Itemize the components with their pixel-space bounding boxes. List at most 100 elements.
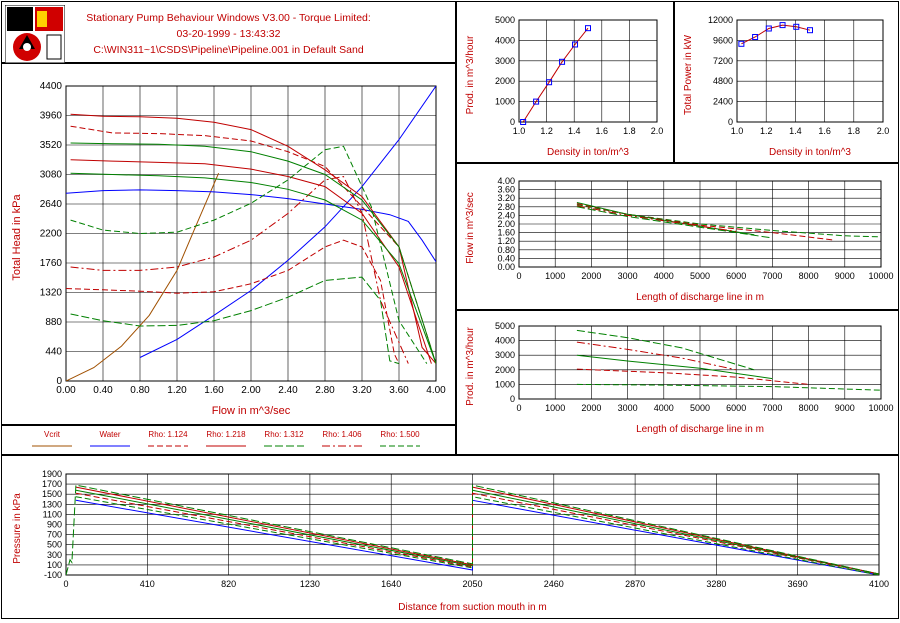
header-panel: Stationary Pump Behaviour Windows V3.00 … [1,1,456,64]
series-line [66,189,436,262]
series-line [70,113,436,364]
series-line [70,145,428,364]
x-tick-label: 5000 [690,271,710,281]
legend-label: Rho: 1.406 [322,430,362,439]
x-tick-label: 2.0 [877,126,890,136]
plot-frame [736,19,884,123]
y-tick-label: 5000 [495,15,515,25]
x-tick-label: 3690 [788,579,808,589]
x-tick-label: 9000 [835,271,855,281]
y-tick-label: 300 [47,550,62,560]
y-tick-label: 0 [510,394,515,404]
data-point [779,22,786,29]
x-tick-label: 410 [140,579,155,589]
x-axis-label: Density in ton/m^3 [547,147,629,158]
prod-density-chart: 1.0 1.2 1.4 1.6 1.8 2.0 0 1000 2000 3000 4000 5000 D… [465,15,664,158]
y-tick-label: 7200 [713,56,733,66]
legend-panel: Vcrit Water Rho: 1.124 Rho: 1.218 Rho: 1.312… [1,425,456,455]
flow-length-chart: 0 1000 2000 3000 4000 5000 6000 7000 8000 9000 100… [465,176,894,303]
x-tick-label: 10000 [868,271,893,281]
y-axis-label: Total Power in kW [683,34,694,115]
x-axis-label: Length of discharge line in m [636,424,764,435]
x-tick-label: 2.0 [651,126,664,136]
series-line [75,489,879,575]
x-tick-label: 1.8 [623,126,636,136]
y-axis-label: Prod. in m^3/hour [465,35,476,114]
series-line [70,159,432,364]
x-tick-label: 3000 [618,271,638,281]
y-tick-label: 1760 [40,258,63,269]
legend: Vcrit Water Rho: 1.124 Rho: 1.218 Rho: 1.312… [32,430,420,447]
y-tick-label: 100 [47,560,62,570]
x-tick-label: 8000 [799,403,819,413]
x-tick-label: 3280 [706,579,726,589]
plot-frame [518,19,658,123]
data-point [546,79,553,86]
y-tick-label: 500 [47,540,62,550]
x-tick-label: 1000 [545,271,565,281]
y-tick-label: 4000 [495,35,515,45]
header-title: Stationary Pump Behaviour Windows V3.00 … [86,12,371,24]
data-point [765,25,772,32]
x-tick-label: 3.20 [352,385,372,396]
x-tick-label: 2000 [581,403,601,413]
x-axis-label: Distance from suction mouth in m [398,602,546,613]
data-point [752,34,759,40]
y-tick-label: -100 [44,570,62,580]
flow-length-panel: 0 1000 2000 3000 4000 5000 6000 7000 8000 9000 100… [456,163,899,310]
series-line [70,175,409,364]
series-line [576,204,881,238]
y-tick-label: 0.80 [497,245,515,255]
x-tick-label: 10000 [868,403,893,413]
y-tick-label: 3.60 [497,185,515,195]
y-tick-label: 1.60 [497,228,515,238]
x-tick-label: 2.00 [241,385,261,396]
y-tick-label: 1500 [42,489,62,499]
y-tick-label: 1700 [42,479,62,489]
plot-frame [518,180,882,268]
series-line [576,368,809,385]
series-line [66,484,879,575]
x-tick-label: 2870 [625,579,645,589]
y-tick-label: 1100 [43,509,62,519]
power-density-panel: 1.0 1.2 1.4 1.6 1.8 2.0 0 2400 4800 7200 9600 12000… [674,1,899,163]
y-tick-label: 2000 [495,365,515,375]
x-tick-label: 820 [221,579,236,589]
x-axis-label: Length of discharge line in m [636,292,764,303]
x-tick-label: 2050 [462,579,482,589]
x-tick-label: 1.2 [760,126,773,136]
y-tick-label: 3080 [40,170,63,181]
data-point [738,40,745,47]
y-tick-label: 12000 [708,15,733,25]
y-axis-label: Pressure in kPa [12,493,23,564]
x-tick-label: 1.20 [167,385,187,396]
x-tick-label: 0 [63,579,68,589]
x-tick-label: 1.4 [789,126,802,136]
plot-frame [518,325,882,400]
y-tick-label: 3960 [40,111,63,122]
y-tick-label: 3520 [40,140,63,151]
pressure-panel: 0 410 820 1230 1640 2050 2460 2870 3280 3690 4100 -… [1,455,899,619]
x-tick-label: 1.0 [731,126,744,136]
y-tick-label: 1000 [495,379,515,389]
data-point [585,25,591,32]
series-line [75,486,879,575]
x-tick-label: 7000 [762,271,782,281]
y-axis-label: Flow in m^3/sec [465,192,476,263]
x-tick-label: 2460 [544,579,564,589]
y-axis-label: Prod. in m^3/hour [465,327,476,406]
data-point [807,27,813,34]
series-line [576,383,881,391]
y-tick-label: 700 [47,530,62,540]
y-tick-label: 3.20 [497,193,515,203]
y-tick-label: 0.00 [497,262,515,272]
pressure-distance-chart: 0 410 820 1230 1640 2050 2460 2870 3280 3690 4100 -… [12,469,889,613]
x-axis-label: Flow in m^3/sec [212,405,291,417]
data-point [520,119,527,125]
x-tick-label: 8000 [799,271,819,281]
y-tick-label: 0 [510,117,515,127]
x-tick-label: 2.80 [315,385,335,396]
x-tick-label: 0 [516,271,521,281]
series-line [66,173,220,381]
x-tick-label: 4.00 [426,385,446,396]
